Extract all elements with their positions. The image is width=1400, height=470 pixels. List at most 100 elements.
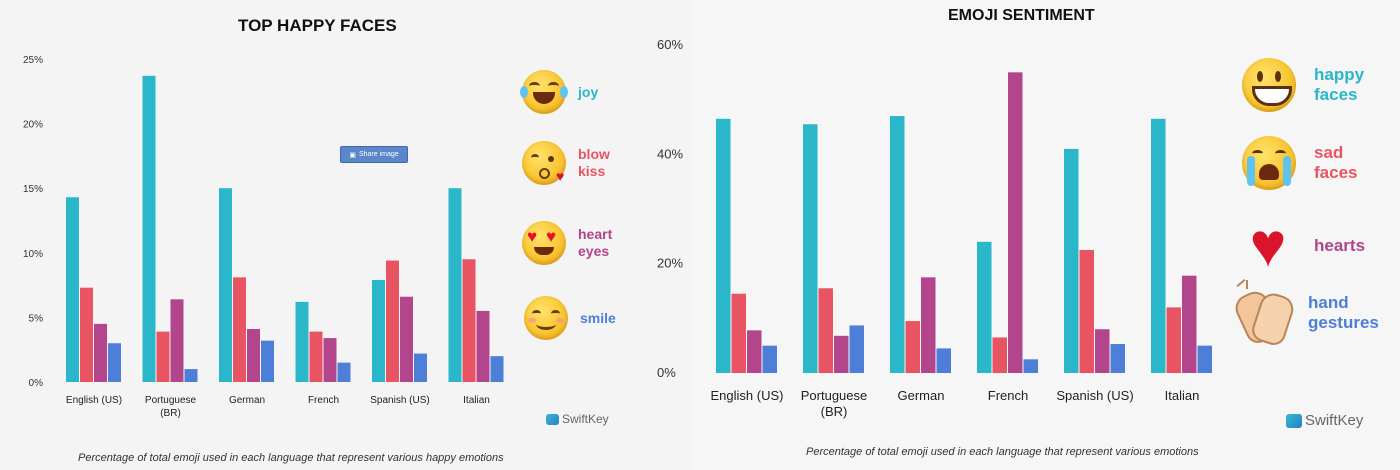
bar-smile-0 bbox=[108, 343, 121, 382]
x-tick-label: German bbox=[229, 395, 265, 406]
happy-face-emoji-icon bbox=[1242, 58, 1296, 112]
bar-joy-3 bbox=[295, 301, 309, 382]
brand-label: SwiftKey bbox=[1305, 412, 1364, 429]
bar-joy-4 bbox=[372, 279, 385, 382]
legend-item-smile: smile bbox=[524, 296, 616, 340]
bar-heart-eyes-0 bbox=[94, 323, 107, 382]
bar-hearts-0 bbox=[747, 330, 762, 373]
swiftkey-logo: SwiftKey bbox=[1286, 412, 1363, 429]
bar-smile-2 bbox=[261, 340, 274, 382]
chart-title: EMOJI SENTIMENT bbox=[948, 7, 1095, 24]
y-tick-label: 60% bbox=[657, 37, 683, 52]
x-tick-label: English (US) bbox=[711, 388, 784, 403]
bar-joy-1 bbox=[142, 75, 156, 383]
bar-sad-faces-5 bbox=[1166, 307, 1181, 373]
bar-joy-2 bbox=[219, 188, 232, 382]
bar-heart-eyes-2 bbox=[247, 329, 260, 382]
share-image-button[interactable]: ▣ Share image bbox=[340, 146, 408, 163]
bar-hand-gestures-2 bbox=[936, 348, 951, 373]
bar-sad-faces-4 bbox=[1079, 250, 1094, 373]
legend-item-sad-faces: sad faces bbox=[1242, 136, 1357, 190]
y-tick-label: 20% bbox=[23, 120, 43, 131]
bar-hearts-2 bbox=[921, 277, 936, 373]
legend-label: happy faces bbox=[1314, 64, 1365, 104]
smile-emoji-icon bbox=[524, 296, 568, 340]
legend-item-heart-eyes: ♥ ♥ heart eyes bbox=[522, 221, 612, 265]
bar-sad-faces-1 bbox=[818, 288, 833, 373]
emoji-sentiment-panel: EMOJI SENTIMENT 0% 20% 40% 60% English (US) P… bbox=[657, 0, 1400, 470]
legend-label: hearts bbox=[1314, 235, 1366, 255]
emoji-sentiment-chart: 0% 20% 40% 60% English (US) Portuguese (BR) Ger… bbox=[657, 37, 1212, 419]
chart-plot: 0% 20% 40% 60% English (US) Portuguese (BR) Ger… bbox=[657, 37, 1212, 419]
bar-blow-kiss-5 bbox=[462, 259, 476, 382]
joy-emoji-icon bbox=[520, 70, 568, 114]
bar-hand-gestures-4 bbox=[1110, 344, 1125, 373]
bar-blow-kiss-3 bbox=[309, 331, 323, 382]
legend-label: joy bbox=[578, 83, 599, 100]
bar-hand-gestures-5 bbox=[1197, 345, 1212, 373]
x-tick-label: Spanish (US) bbox=[370, 395, 429, 406]
bar-happy-faces-3 bbox=[977, 241, 992, 373]
y-tick-label: 40% bbox=[657, 146, 683, 161]
chart-title: TOP HAPPY FACES bbox=[238, 16, 397, 35]
y-tick-label: 0% bbox=[29, 378, 44, 389]
x-tick-label: Italian bbox=[463, 395, 490, 406]
legend-item-hand-gestures: hand gestures bbox=[1231, 279, 1379, 349]
legend-item-blow-kiss: ♥ blow kiss bbox=[522, 141, 610, 185]
bar-blow-kiss-1 bbox=[156, 331, 170, 382]
bar-hearts-1 bbox=[834, 335, 849, 373]
swiftkey-logo: SwiftKey bbox=[546, 412, 609, 426]
bar-heart-eyes-4 bbox=[400, 296, 413, 382]
blow-kiss-emoji-icon: ♥ bbox=[522, 141, 566, 185]
sad-face-emoji-icon bbox=[1242, 136, 1296, 190]
bar-hearts-4 bbox=[1095, 329, 1110, 373]
bar-smile-4 bbox=[414, 353, 427, 382]
x-tick-label: Italian bbox=[1165, 388, 1200, 403]
x-tick-label: Portuguese (BR) bbox=[145, 395, 197, 419]
legend-label: sad faces bbox=[1314, 142, 1358, 182]
happy-faces-panel: TOP HAPPY FACES 0% 5% 10% 15% 20% 25% English … bbox=[0, 0, 690, 470]
bar-hand-gestures-1 bbox=[849, 325, 864, 373]
y-tick-label: 20% bbox=[657, 256, 683, 271]
bar-hand-gestures-3 bbox=[1023, 359, 1038, 373]
chart-plot: 0% 5% 10% 15% 20% 25% English (US) Portuguese (B… bbox=[23, 55, 504, 419]
bar-heart-eyes-3 bbox=[323, 338, 337, 382]
bar-happy-faces-1 bbox=[803, 124, 818, 374]
x-tick-label: English (US) bbox=[66, 395, 122, 406]
image-icon: ▣ bbox=[349, 151, 356, 159]
legend-label: hand gestures bbox=[1308, 292, 1379, 332]
y-tick-label: 0% bbox=[657, 365, 676, 380]
legend-item-happy-faces: happy faces bbox=[1242, 58, 1364, 112]
bar-sad-faces-2 bbox=[905, 321, 920, 373]
chart-caption: Percentage of total emoji used in each l… bbox=[78, 452, 504, 464]
bar-joy-0 bbox=[66, 197, 79, 382]
y-tick-label: 15% bbox=[23, 184, 43, 195]
chart-caption: Percentage of total emoji used in each l… bbox=[806, 446, 1199, 458]
bar-smile-3 bbox=[337, 362, 351, 382]
clapping-hands-icon bbox=[1231, 279, 1297, 349]
bar-sad-faces-0 bbox=[731, 293, 746, 373]
brand-label: SwiftKey bbox=[562, 412, 609, 426]
y-tick-label: 10% bbox=[23, 249, 43, 260]
x-tick-label: French bbox=[308, 395, 339, 406]
bar-happy-faces-2 bbox=[890, 116, 905, 374]
swiftkey-icon bbox=[1286, 413, 1302, 428]
x-tick-label: Portuguese (BR) bbox=[801, 388, 868, 419]
legend-label: blow kiss bbox=[578, 146, 610, 179]
bar-heart-eyes-5 bbox=[476, 310, 490, 382]
share-image-label: Share image bbox=[358, 151, 399, 158]
bar-happy-faces-0 bbox=[716, 118, 731, 373]
bar-happy-faces-4 bbox=[1064, 148, 1079, 373]
bar-hearts-5 bbox=[1182, 275, 1197, 373]
bar-blow-kiss-2 bbox=[233, 277, 246, 382]
legend-item-joy: joy bbox=[520, 70, 599, 114]
y-tick-label: 25% bbox=[23, 55, 43, 66]
bar-joy-5 bbox=[448, 188, 462, 382]
bar-smile-1 bbox=[184, 369, 198, 382]
legend-item-hearts: ♥ hearts bbox=[1240, 215, 1366, 277]
bar-hand-gestures-0 bbox=[762, 345, 777, 373]
bar-blow-kiss-0 bbox=[80, 287, 93, 382]
happy-faces-chart: 0% 5% 10% 15% 20% 25% English (US) Portuguese (B… bbox=[23, 55, 504, 419]
bar-sad-faces-3 bbox=[992, 337, 1007, 373]
x-tick-label: German bbox=[898, 388, 945, 403]
